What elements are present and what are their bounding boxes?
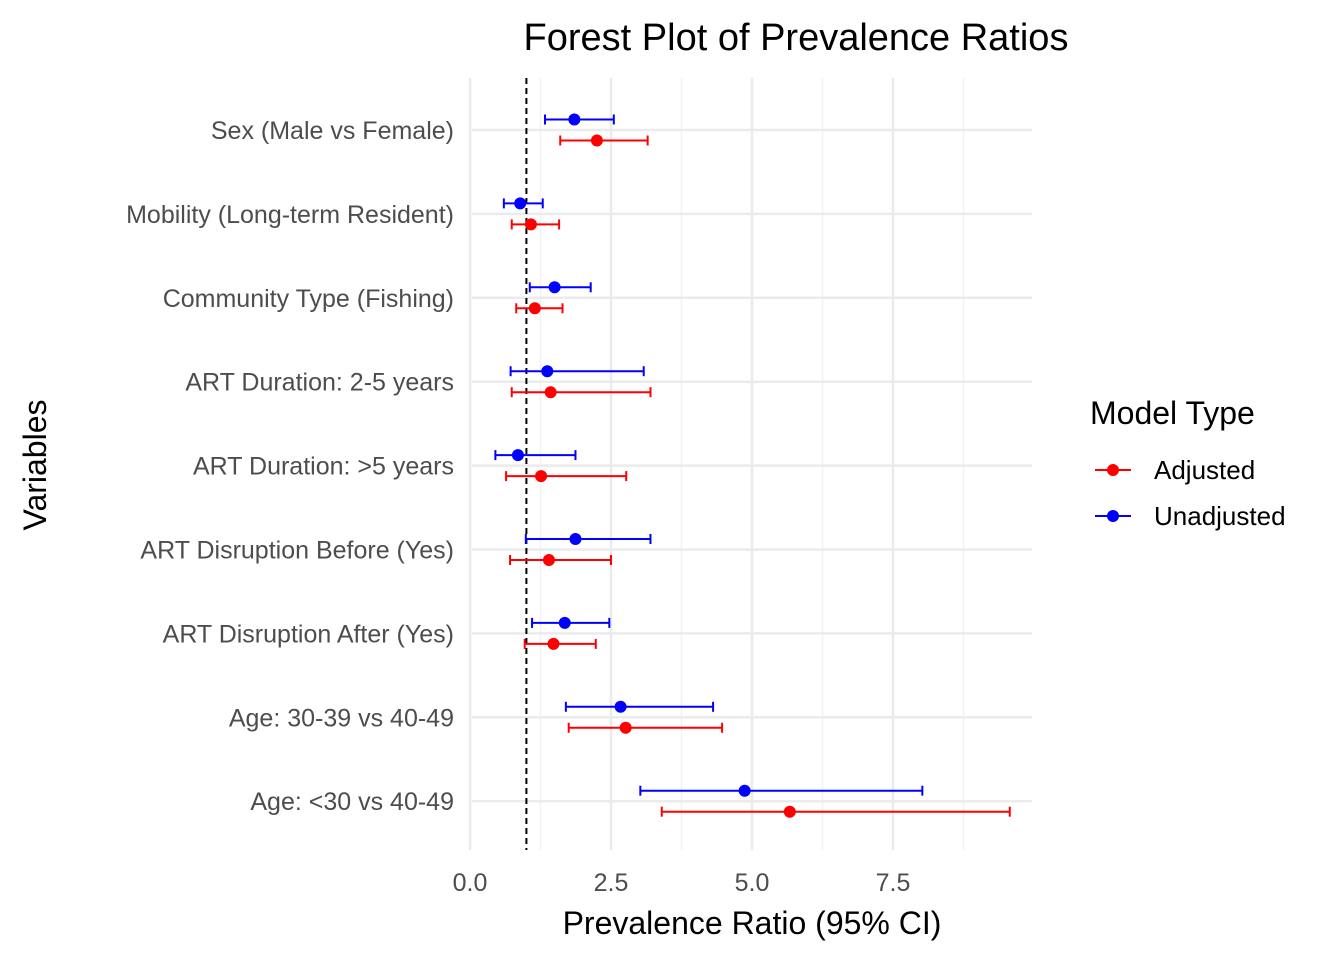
legend-key-point-adjusted bbox=[1107, 464, 1119, 476]
adjusted-point-estimate bbox=[544, 386, 557, 399]
x-axis-tick-labels: 0.0 2.5 5.0 7.5 bbox=[453, 869, 911, 897]
y-axis-tick-labels: Sex (Male vs Female) Mobility (Long-term … bbox=[126, 117, 454, 816]
unadjusted-point-estimate bbox=[541, 365, 554, 378]
y-tick-label: ART Duration: >5 years bbox=[193, 453, 454, 481]
unadjusted-point-estimate bbox=[511, 449, 524, 462]
legend-label-unadjusted: Unadjusted bbox=[1154, 501, 1286, 531]
y-tick-label: Age: <30 vs 40-49 bbox=[250, 788, 454, 816]
adjusted-point-estimate bbox=[547, 637, 560, 650]
y-tick-label: ART Disruption After (Yes) bbox=[163, 620, 454, 648]
data-marks bbox=[494, 113, 1011, 818]
legend-title: Model Type bbox=[1090, 395, 1255, 431]
adjusted-point-estimate bbox=[528, 302, 541, 315]
y-tick-label: Sex (Male vs Female) bbox=[211, 117, 454, 145]
adjusted-point-estimate bbox=[524, 218, 537, 231]
x-tick-label: 2.5 bbox=[594, 869, 629, 897]
adjusted-point-estimate bbox=[535, 470, 548, 483]
adjusted-point-estimate bbox=[619, 721, 632, 734]
x-tick-label: 0.0 bbox=[453, 869, 488, 897]
x-axis-title: Prevalence Ratio (95% CI) bbox=[563, 905, 942, 941]
y-tick-label: ART Disruption Before (Yes) bbox=[140, 537, 454, 565]
adjusted-point-estimate bbox=[783, 805, 796, 818]
legend-label-adjusted: Adjusted bbox=[1154, 455, 1255, 485]
y-tick-label: ART Duration: 2-5 years bbox=[185, 369, 454, 397]
y-tick-label: Age: 30-39 vs 40-49 bbox=[229, 704, 454, 732]
y-tick-label: Community Type (Fishing) bbox=[163, 285, 454, 313]
unadjusted-point-estimate bbox=[569, 533, 582, 545]
unadjusted-point-estimate bbox=[568, 113, 581, 126]
unadjusted-point-estimate bbox=[614, 700, 627, 713]
adjusted-point-estimate bbox=[542, 554, 555, 566]
x-tick-label: 5.0 bbox=[735, 869, 770, 897]
chart-title: Forest Plot of Prevalence Ratios bbox=[524, 17, 1069, 59]
unadjusted-point-estimate bbox=[548, 281, 561, 294]
legend-key-point-unadjusted bbox=[1107, 510, 1119, 522]
adjusted-point-estimate bbox=[590, 134, 603, 147]
x-tick-label: 7.5 bbox=[876, 869, 911, 897]
y-axis-title: Variables bbox=[17, 399, 53, 530]
legend-entries: Adjusted Unadjusted bbox=[1095, 455, 1286, 531]
y-tick-label: Mobility (Long-term Resident) bbox=[126, 201, 454, 229]
unadjusted-point-estimate bbox=[738, 784, 751, 797]
grid-lines bbox=[468, 78, 1032, 850]
legend: Model Type Adjusted Unadjusted bbox=[1090, 395, 1286, 531]
unadjusted-point-estimate bbox=[514, 197, 527, 210]
unadjusted-point-estimate bbox=[558, 616, 571, 629]
